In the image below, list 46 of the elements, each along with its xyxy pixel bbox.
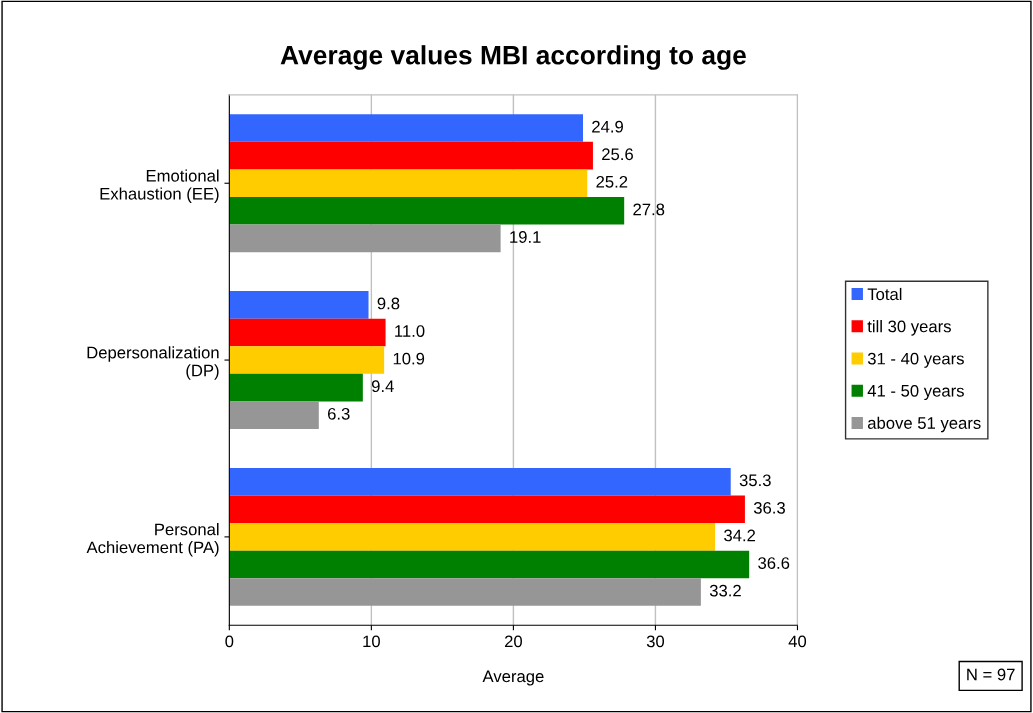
x-tick-label: 30: [646, 635, 665, 648]
y-tick-label: Personal Achievement (PA): [86, 523, 219, 557]
bar: [229, 495, 745, 524]
data-label: 34.2: [724, 529, 756, 542]
bar: [229, 224, 501, 253]
bar: [229, 523, 716, 551]
text: N = 97: [967, 668, 1015, 681]
bar: [229, 346, 385, 374]
x-axis-title: Average: [482, 670, 544, 686]
chart-title: Average values MBI according to age: [280, 45, 746, 70]
bar: [229, 578, 701, 606]
data-label: 6.3: [327, 407, 350, 420]
data-label: 35.3: [739, 474, 771, 487]
data-label: 36.3: [753, 501, 785, 514]
x-tick-label: 0: [225, 635, 234, 648]
y-tick-label: Depersonalization (DP): [87, 346, 219, 380]
data-label: 25.2: [596, 175, 628, 188]
data-label: 10.9: [393, 352, 425, 365]
bar: [229, 291, 369, 319]
bar: [229, 114, 583, 142]
bar: [229, 467, 731, 496]
bar: [229, 141, 593, 170]
data-label: 19.1: [510, 231, 541, 243]
data-label: 11.0: [395, 325, 425, 337]
data-label: 33.2: [709, 584, 741, 597]
bar: [229, 169, 588, 198]
data-label: 9.4: [371, 380, 394, 393]
legend-label: 41 - 50 years: [867, 384, 964, 401]
y-tick-label: Emotional Exhaustion (EE): [100, 169, 219, 203]
bar: [229, 373, 363, 402]
legend-label: above 51 years: [867, 416, 981, 433]
x-tick-label: 10: [363, 635, 380, 648]
data-label: 25.6: [602, 148, 633, 161]
legend-label: till 30 years: [867, 320, 951, 336]
data-label: 24.9: [592, 120, 623, 133]
bar: [229, 401, 319, 430]
x-tick-label: 20: [504, 635, 523, 648]
legend-label: 31 - 40 years: [867, 352, 964, 368]
legend-label: Total: [867, 287, 902, 301]
bar: [229, 197, 625, 225]
data-label: 9.8: [377, 297, 400, 310]
data-label: 36.6: [758, 557, 790, 569]
x-tick-label: 40: [788, 635, 807, 648]
data-label: 27.8: [633, 203, 665, 216]
bar: [229, 318, 386, 347]
bar: [229, 550, 750, 579]
